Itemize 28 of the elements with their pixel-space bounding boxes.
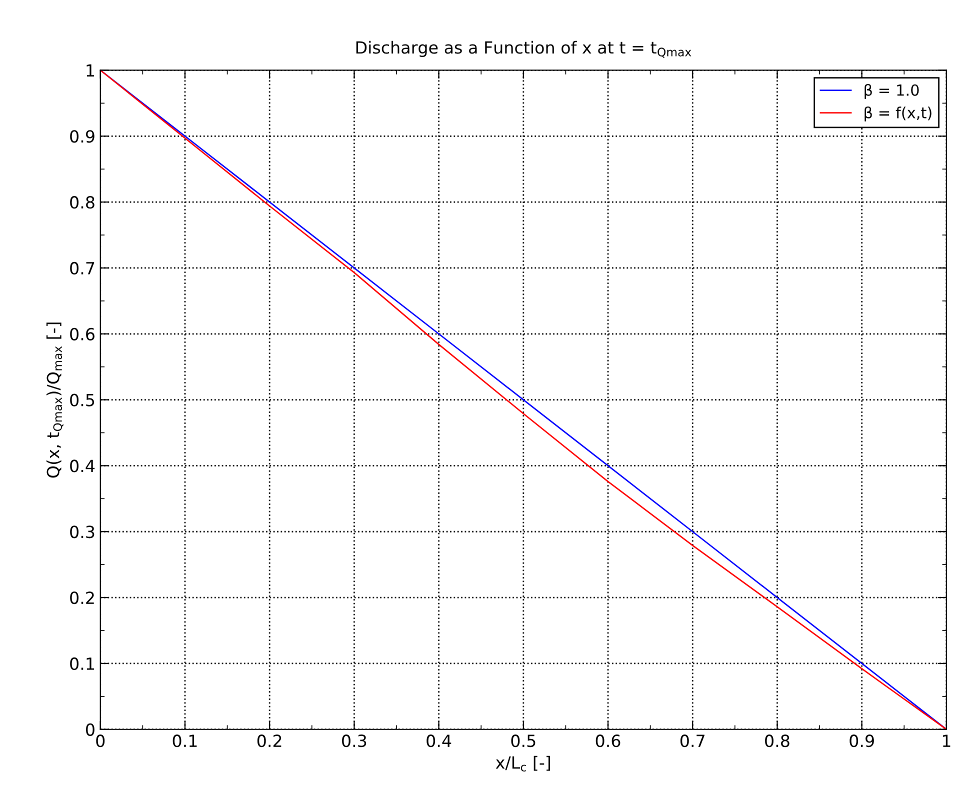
x-tick-label: 0.9 — [850, 734, 874, 748]
y-tick-label: 0.7 — [70, 262, 94, 275]
x-tick-label: 1 — [942, 734, 950, 747]
y-tick-label: 0.4 — [70, 460, 95, 472]
y-tick-label: 0.8 — [70, 196, 94, 209]
chart-title: Discharge as a Function of x at t = t$_{Qmax}$ — [356, 40, 692, 58]
x-tick-label: 0.2 — [257, 734, 282, 748]
legend-label: β = f(x,t) — [864, 106, 932, 122]
y-tick-label: 0 — [86, 723, 94, 736]
y-tick-label: 0.9 — [70, 130, 94, 143]
y-tick-label: 0.6 — [70, 328, 94, 340]
x-tick-label: 0.1 — [172, 734, 197, 748]
x-tick-label: 0.4 — [426, 734, 452, 748]
y-tick-label: 0.5 — [70, 394, 94, 406]
y-axis-title: Q(x, t$_{Qmax}$)/Q$_{max}$ [-] — [46, 322, 64, 478]
x-axis-title: x/L$_{c}$ [-] — [496, 756, 550, 772]
x-tick-label: 0.5 — [511, 734, 536, 748]
x-tick-label: 0 — [96, 734, 105, 748]
x-tick-label: 0.8 — [765, 734, 790, 748]
legend-label: β = 1.0 — [864, 84, 919, 99]
x-tick-label: 0.3 — [342, 734, 366, 748]
y-tick-label: 0.1 — [70, 657, 94, 670]
y-tick-label: 0.3 — [70, 526, 94, 538]
y-tick-label: 0.2 — [70, 592, 94, 604]
y-tick-label: 1 — [86, 64, 94, 77]
x-tick-label: 0.7 — [680, 734, 704, 748]
x-tick-label: 0.6 — [596, 734, 620, 748]
line-series — [100, 70, 946, 730]
